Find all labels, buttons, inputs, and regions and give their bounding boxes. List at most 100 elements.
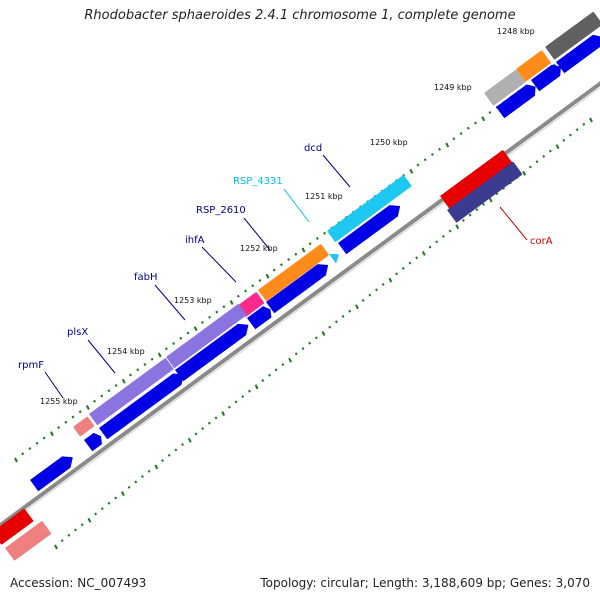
tick-mark [423,158,427,162]
tick-mark [201,427,205,431]
gene-label-rpmf[interactable]: rpmF [18,360,44,371]
topology-info: Topology: circular; Length: 3,188,609 bp… [260,576,590,590]
tick-mark [281,363,285,366]
tick-mark [321,331,326,336]
tick-mark [466,126,470,130]
tick-mark [548,149,552,153]
tick-mark [186,331,190,335]
cds-arrow[interactable] [266,259,332,314]
gene-block-salmon[interactable] [73,416,95,437]
cds-arrow[interactable] [30,452,77,492]
cds-arrow[interactable] [338,200,404,255]
tick-mark [167,453,171,457]
tick-mark [562,138,566,142]
tick-mark [555,144,560,150]
gene-block-cyan[interactable] [327,175,412,243]
tick-mark [445,142,450,148]
gene-label-rsp4331[interactable]: RSP_4331 [233,176,283,187]
cds-arrow[interactable] [175,319,253,382]
tick-mark [582,122,586,126]
gene-label-ihfa[interactable]: ihfA [185,235,205,246]
cds-arrow[interactable] [556,31,600,74]
gene-block-pink[interactable] [237,292,265,317]
gene-label-dcd[interactable]: dcd [304,143,323,154]
tick-mark [261,379,265,382]
tick-mark [462,218,465,222]
tick-mark [294,352,298,356]
cds-arrow-small[interactable] [329,249,343,264]
tick-mark [361,299,365,302]
gene-block-gray-dark[interactable] [545,11,600,60]
tick-mark [120,491,125,497]
tick-mark [107,389,111,393]
tick-mark [401,267,405,270]
tick-mark [200,321,204,324]
tick-mark [100,394,104,398]
tick-mark [368,293,372,297]
tick-mark [569,133,572,137]
tick-mark [214,416,218,420]
tick-mark [254,384,259,390]
tick-mark [87,517,92,523]
tick-mark [129,373,132,377]
tick-mark [334,320,338,324]
tick-mark [236,294,240,298]
gene-features [0,11,600,561]
tick-mark [93,399,96,403]
tick-mark [323,231,326,235]
gene-label-rsp2610[interactable]: RSP_2610 [196,205,246,216]
tick-mark [488,197,493,203]
tick-mark [134,480,138,484]
tick-mark [448,229,452,233]
tick-mark [94,512,98,516]
tick-mark [435,240,439,244]
tick-mark [395,272,398,276]
tick-mark [229,300,234,305]
tick-mark [187,437,192,443]
gene-block-orange[interactable] [258,244,329,301]
tick-marks-lower [54,117,593,550]
tick-mark [208,315,211,319]
tick-mark [415,256,419,260]
tick-mark [475,208,479,212]
tick-label: 1248 kbp [497,27,535,36]
gene-label-cora[interactable]: corA [530,236,553,247]
cds-arrow[interactable] [496,81,540,119]
gene-block-navy[interactable] [447,161,523,223]
cds-arrow[interactable] [531,61,565,92]
tick-mark [121,378,126,384]
gene-block-red[interactable] [440,150,512,209]
tick-mark [107,501,111,505]
map-title: Rhodobacter sphaeroides 2.4.1 chromosome… [84,8,516,23]
gene-block-purple-1[interactable] [166,304,247,369]
tick-label: 1255 kbp [40,397,78,406]
tick-mark [50,431,54,437]
cds-arrow[interactable] [247,304,275,330]
tick-mark [244,289,247,293]
tick-mark [294,252,298,256]
gene-block-orange-2[interactable] [516,50,551,82]
tick-mark [268,373,271,377]
tick-mark [481,116,486,122]
gene-block-purple-2[interactable] [89,358,174,426]
gene-block-gray-light[interactable] [484,69,526,106]
cds-arrow[interactable] [84,431,105,452]
tick-mark [452,137,456,141]
gene-block-salmon-2[interactable] [5,521,52,561]
tick-mark [221,411,226,417]
gene-block-red-2[interactable] [0,508,34,545]
tick-label: 1249 kbp [434,83,472,92]
tick-mark [74,528,77,532]
tick-mark [528,165,532,169]
tick-mark [274,368,278,372]
tick-mark [301,347,305,350]
gene-label-plsx[interactable]: plsX [67,327,89,338]
tick-mark [222,305,226,309]
tick-label: 1254 kbp [107,347,145,356]
tick-mark [181,443,184,447]
gene-label-fabh[interactable]: fabH [134,272,158,283]
tick-mark [474,121,477,125]
cds-arrow[interactable] [99,369,188,440]
tick-mark [272,268,276,272]
tick-mark [147,469,151,473]
